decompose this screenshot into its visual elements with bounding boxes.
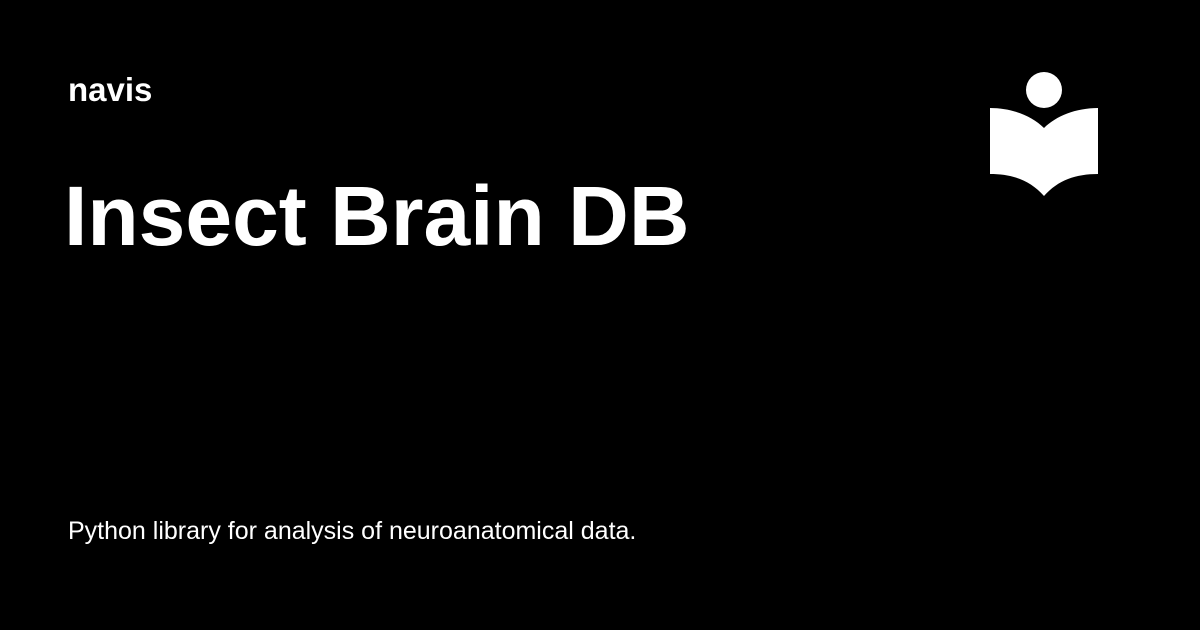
site-name: navis [68,71,153,108]
reader-book-icon [990,72,1098,196]
page-title: Insect Brain DB [64,169,690,263]
page-description: Python library for analysis of neuroanat… [68,517,637,545]
